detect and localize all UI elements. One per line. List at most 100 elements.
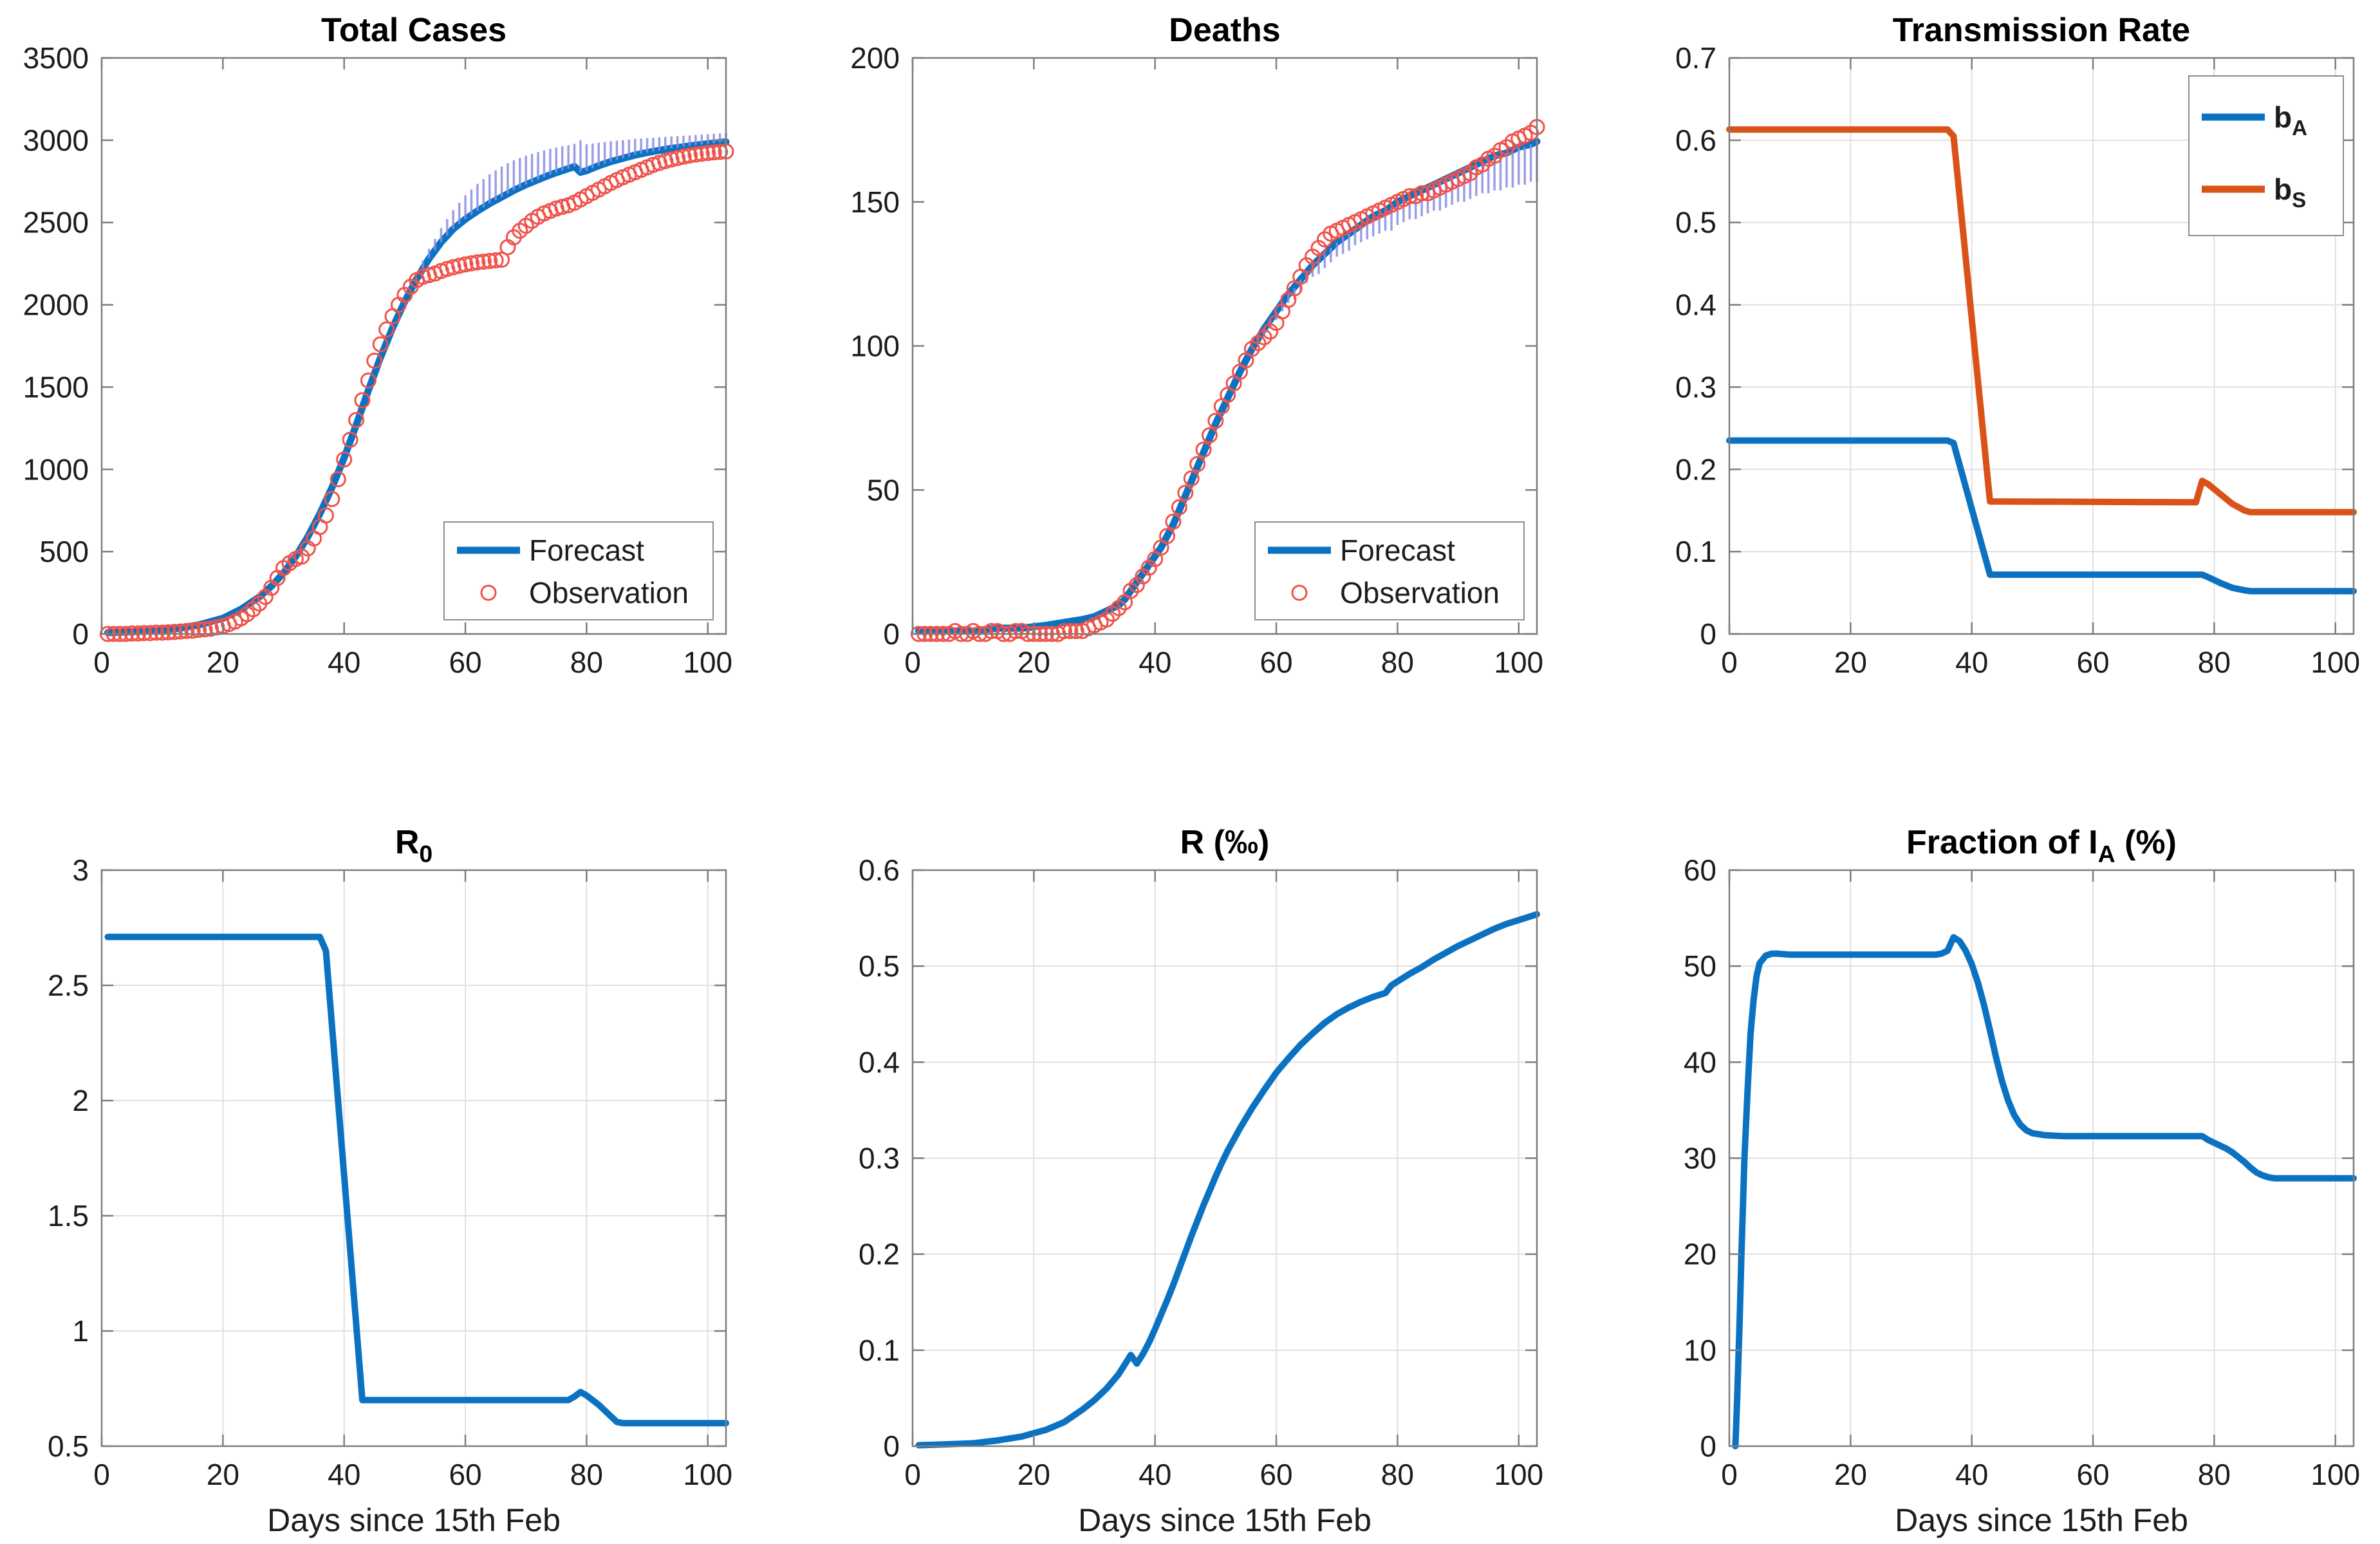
transmission-rate-title: Transmission Rate	[1893, 12, 2190, 49]
transmission-rate-b-S	[1726, 126, 2357, 516]
observation-marker	[481, 253, 498, 270]
total-cases-observation	[99, 143, 734, 642]
fraction-ia-title: Fraction of IA (%)	[1906, 824, 2177, 868]
r0-r0-line	[104, 933, 729, 1427]
fraction-ia-xlabel: Days since 15th Feb	[1895, 1502, 2188, 1538]
y-tick-label: 30	[1684, 1142, 1716, 1175]
observation-marker	[657, 153, 674, 169]
x-tick-label: 60	[1260, 1458, 1292, 1491]
total-cases-axes-box	[100, 57, 727, 635]
legend-circle-sample	[1291, 584, 1308, 601]
observation-marker	[136, 625, 153, 642]
observation-marker	[475, 254, 492, 270]
r0-xlabel: Days since 15th Feb	[267, 1502, 561, 1538]
y-tick-label: 200	[850, 41, 900, 75]
observation-marker	[191, 622, 207, 638]
x-tick-label: 0	[93, 1458, 110, 1491]
observation-marker	[1007, 623, 1024, 640]
r-permille-xlabel: Days since 15th Feb	[1078, 1502, 1371, 1538]
y-tick-label: 60	[1684, 853, 1716, 887]
deaths-error-bars	[1257, 141, 1538, 344]
x-tick-label: 20	[1018, 1458, 1050, 1491]
x-tick-label: 0	[93, 646, 110, 679]
y-tick-label: 2000	[23, 288, 89, 322]
y-tick-label: 2500	[23, 206, 89, 239]
observation-marker	[160, 624, 177, 640]
y-tick-label: 0.1	[1675, 535, 1716, 568]
chart-transmission-rate: 0 20 40 60 80 100 0 0.1 0.2 0.3 0.4 0.5 0.6 0.7 Transm…	[1675, 12, 2360, 679]
y-tick-label: 0.4	[859, 1045, 900, 1079]
x-tick-label: 60	[449, 1458, 481, 1491]
x-tick-label: 80	[2198, 1458, 2231, 1491]
legend-circle-sample	[480, 584, 497, 601]
observation-marker	[494, 252, 510, 268]
y-tick-label: 0.3	[859, 1142, 900, 1175]
y-tick-label: 0.5	[859, 949, 900, 983]
legend-box	[1254, 521, 1525, 620]
x-tick-label: 100	[683, 646, 732, 679]
observation-marker	[700, 145, 716, 162]
x-tick-label: 40	[328, 646, 360, 679]
observation-marker	[469, 254, 486, 271]
observation-marker	[354, 392, 371, 409]
observation-marker	[166, 624, 183, 640]
observation-marker	[1195, 442, 1212, 458]
observation-marker	[1055, 623, 1072, 640]
total-cases-error-bars	[422, 133, 727, 269]
observation-marker	[196, 621, 213, 638]
chart-total-cases: 0 20 40 60 80 1000500100015002000250030003500…	[23, 12, 734, 679]
r-permille-title: R (‰)	[1180, 824, 1270, 861]
y-tick-label: 50	[1684, 949, 1716, 983]
observation-marker	[1171, 499, 1187, 516]
transmission-rate-axes-box	[1728, 57, 2355, 635]
observation-marker	[1068, 623, 1084, 640]
x-tick-label: 80	[570, 1458, 603, 1491]
transmission-rate-legend: bA bS	[2188, 75, 2344, 236]
y-tick-label: 0.4	[1675, 288, 1716, 322]
observation-marker	[324, 490, 340, 507]
observation-marker	[203, 620, 219, 637]
y-tick-label: 2.5	[48, 969, 89, 1002]
y-tick-label: 0.6	[1675, 124, 1716, 157]
legend-label: Forecast	[529, 534, 644, 567]
observation-marker	[463, 255, 479, 272]
y-tick-label: 40	[1684, 1045, 1716, 1079]
x-tick-label: 20	[207, 646, 239, 679]
observation-marker	[330, 471, 346, 488]
observation-marker	[1165, 513, 1182, 530]
y-tick-label: 1	[72, 1314, 89, 1348]
x-tick-label: 100	[2310, 646, 2360, 679]
x-tick-label: 40	[1955, 646, 1988, 679]
y-tick-label: 0	[72, 617, 89, 651]
observation-marker	[342, 431, 358, 448]
observation-marker	[487, 252, 504, 269]
observation-marker	[184, 622, 201, 639]
x-tick-label: 60	[449, 646, 481, 679]
x-tick-label: 100	[2310, 1458, 2360, 1491]
x-tick-label: 100	[1494, 646, 1543, 679]
legend-label: Observation	[1340, 576, 1500, 609]
observation-marker	[378, 321, 395, 338]
y-tick-label: 0	[883, 617, 900, 651]
observation-marker	[693, 145, 710, 162]
observation-marker	[372, 336, 389, 353]
observation-marker	[1062, 623, 1079, 640]
observation-marker	[451, 257, 468, 274]
observation-marker	[1183, 470, 1200, 487]
observation-marker	[142, 625, 158, 642]
observation-marker	[148, 624, 165, 641]
y-tick-label: 0.7	[1675, 41, 1716, 75]
x-tick-label: 80	[2198, 646, 2231, 679]
y-tick-label: 10	[1684, 1334, 1716, 1367]
observation-marker	[439, 261, 456, 277]
x-tick-label: 80	[1381, 646, 1414, 679]
r0-plot-area	[102, 870, 726, 1446]
x-tick-label: 0	[904, 646, 921, 679]
x-tick-label: 60	[1260, 646, 1292, 679]
observation-marker	[1177, 485, 1194, 501]
y-tick-label: 0	[883, 1429, 900, 1463]
observation-marker	[687, 146, 704, 163]
legend-label: bS	[2274, 172, 2306, 212]
y-tick-label: 500	[39, 535, 89, 568]
